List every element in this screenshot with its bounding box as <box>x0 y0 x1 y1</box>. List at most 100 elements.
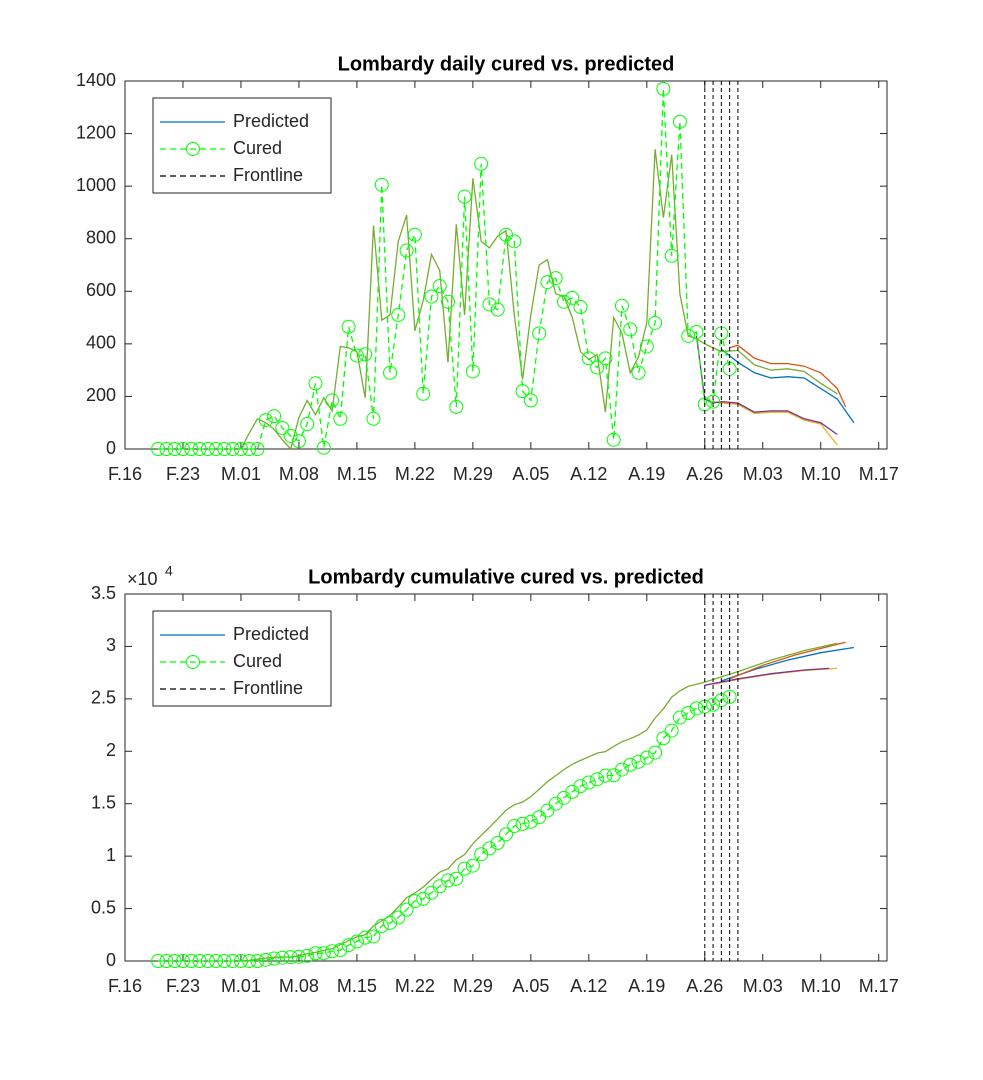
data-point <box>474 156 489 171</box>
data-point <box>449 399 464 414</box>
series-line <box>729 641 846 680</box>
data-point <box>325 944 340 959</box>
series-line <box>712 401 838 446</box>
y-tick-label: 1400 <box>76 70 116 90</box>
data-point <box>507 234 522 249</box>
data-point <box>482 297 497 312</box>
x-tick-label: F.16 <box>108 976 142 996</box>
legend-label: Cured <box>233 138 282 158</box>
data-point <box>540 803 555 818</box>
y-tick-label: 1 <box>106 845 116 865</box>
data-point <box>507 819 522 834</box>
data-point <box>341 319 356 334</box>
data-point <box>639 750 654 765</box>
x-tick-label: F.23 <box>166 464 200 484</box>
legend-label: Frontline <box>233 165 303 185</box>
data-point <box>291 949 306 964</box>
chart-title: Lombardy daily cured vs. predicted <box>338 53 675 75</box>
data-point <box>656 81 671 96</box>
data-point <box>275 420 290 435</box>
data-point <box>374 177 389 192</box>
data-point <box>209 442 224 456</box>
y-tick-label: 1200 <box>76 122 116 142</box>
data-point <box>465 364 480 379</box>
legend-label: Predicted <box>233 111 309 131</box>
x-tick-label: A.12 <box>570 464 607 484</box>
data-point <box>573 779 588 794</box>
data-point <box>275 950 290 965</box>
x-tick-label: F.23 <box>166 976 200 996</box>
data-point <box>341 938 356 953</box>
x-tick-label: M.08 <box>279 464 319 484</box>
legend <box>152 97 332 194</box>
data-point <box>333 943 348 958</box>
data-point <box>308 376 323 391</box>
data-point <box>225 954 240 968</box>
data-point <box>672 114 687 129</box>
data-point <box>598 768 613 783</box>
y-tick-label: 600 <box>86 280 116 300</box>
data-point <box>548 271 563 286</box>
y-tick-label: 2.5 <box>91 688 116 708</box>
data-point <box>465 858 480 873</box>
y-tick-label: 0.5 <box>91 897 116 917</box>
x-tick-label: M.15 <box>337 464 377 484</box>
x-tick-label: M.10 <box>801 976 841 996</box>
data-point <box>192 442 207 456</box>
data-point <box>399 902 414 917</box>
data-point <box>639 339 654 354</box>
data-point <box>391 307 406 322</box>
data-point <box>631 754 646 769</box>
legend-label: Cured <box>233 651 282 671</box>
data-point <box>333 411 348 426</box>
series-line <box>704 667 830 686</box>
x-tick-label: M.15 <box>337 976 377 996</box>
data-point <box>291 434 306 449</box>
data-point <box>722 689 737 704</box>
data-point <box>573 300 588 315</box>
data-point <box>432 279 447 294</box>
data-point <box>267 409 282 424</box>
data-point <box>590 360 605 375</box>
data-point <box>689 701 704 716</box>
data-point <box>200 442 215 456</box>
data-point <box>242 442 257 456</box>
x-tick-label: A.26 <box>686 976 723 996</box>
data-point <box>565 784 580 799</box>
data-point <box>283 428 298 443</box>
x-tick-label: F.16 <box>108 464 142 484</box>
x-tick-label: M.10 <box>801 464 841 484</box>
data-point <box>623 322 638 337</box>
x-tick-label: M.22 <box>395 464 435 484</box>
data-point <box>217 954 232 968</box>
data-point <box>175 954 190 968</box>
y-tick-label: 1000 <box>76 175 116 195</box>
series-line <box>158 88 731 450</box>
data-point <box>300 417 315 432</box>
data-point <box>159 442 174 456</box>
y-tick-label: 1.5 <box>91 792 116 812</box>
data-point <box>159 954 174 968</box>
data-point <box>407 227 422 242</box>
data-point <box>258 413 273 428</box>
data-point <box>151 442 166 456</box>
data-point <box>457 861 472 876</box>
data-point <box>416 386 431 401</box>
chart-title: Lombardy cumulative cured vs. predicted <box>308 566 704 588</box>
data-point <box>441 294 456 309</box>
data-point <box>225 442 240 456</box>
data-point <box>167 442 182 456</box>
data-point <box>192 954 207 968</box>
legend-label: Predicted <box>233 624 309 644</box>
data-point <box>383 365 398 380</box>
data-point <box>556 294 571 309</box>
data-point <box>490 835 505 850</box>
x-tick-label: A.05 <box>512 464 549 484</box>
data-point <box>349 348 364 363</box>
x-tick-label: M.17 <box>859 464 899 484</box>
data-point <box>515 816 530 831</box>
data-point <box>233 954 248 968</box>
data-point <box>681 706 696 721</box>
data-point <box>374 918 389 933</box>
data-point <box>449 871 464 886</box>
